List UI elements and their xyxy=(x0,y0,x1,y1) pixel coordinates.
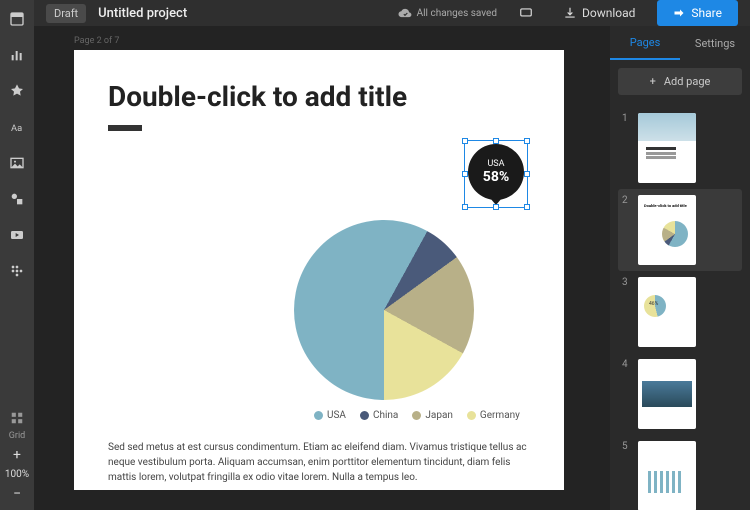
thumb-number: 5 xyxy=(622,441,630,452)
tab-settings[interactable]: Settings xyxy=(680,26,750,60)
selection-outline xyxy=(464,140,528,208)
page-indicator: Page 2 of 7 xyxy=(74,36,590,46)
page-title[interactable]: Double-click to add title xyxy=(108,80,530,113)
pie-legend: USA China Japan Germany xyxy=(314,410,520,421)
legend-item: USA xyxy=(314,410,346,421)
draft-badge: Draft xyxy=(46,4,86,23)
title-rule xyxy=(108,125,142,131)
canvas[interactable]: Page 2 of 7 Double-click to add title US… xyxy=(34,26,610,510)
plus-icon: + xyxy=(650,75,656,88)
right-panel: Pages Settings + Add page 1 2 Double-cli… xyxy=(610,26,750,510)
map-icon[interactable] xyxy=(8,82,26,100)
grid-icon[interactable] xyxy=(10,411,24,425)
page-thumbnails: 1 2 Double-click to add title 3 4 5 xyxy=(610,103,750,510)
thumb-number: 3 xyxy=(622,277,630,288)
tab-pages[interactable]: Pages xyxy=(610,26,680,60)
shapes-icon[interactable] xyxy=(8,190,26,208)
tool-rail: Aa Grid + 100% − xyxy=(0,0,34,510)
present-button[interactable] xyxy=(511,1,541,25)
templates-icon[interactable] xyxy=(8,10,26,28)
svg-text:Aa: Aa xyxy=(11,123,22,134)
text-icon[interactable]: Aa xyxy=(8,118,26,136)
thumb-number: 4 xyxy=(622,359,630,370)
page-thumb[interactable]: 2 Double-click to add title xyxy=(618,189,742,271)
page[interactable]: Double-click to add title USA 58% US xyxy=(74,50,564,490)
page-thumb[interactable]: 1 xyxy=(618,107,742,189)
download-button[interactable]: Download xyxy=(555,1,643,25)
chart-icon[interactable] xyxy=(8,46,26,64)
legend-item: China xyxy=(360,410,398,421)
project-title[interactable]: Untitled project xyxy=(98,6,187,21)
thumb-number: 2 xyxy=(622,195,630,206)
grid-label: Grid xyxy=(9,431,25,441)
thumb-number: 1 xyxy=(622,113,630,124)
more-icon[interactable] xyxy=(8,262,26,280)
pie-chart[interactable] xyxy=(294,220,474,400)
share-button[interactable]: Share xyxy=(657,0,738,26)
page-thumb[interactable]: 4 xyxy=(618,353,742,435)
zoom-level[interactable]: 100% xyxy=(5,469,29,480)
zoom-in-button[interactable]: + xyxy=(13,447,21,463)
image-icon[interactable] xyxy=(8,154,26,172)
page-thumb[interactable]: 5 xyxy=(618,435,742,510)
zoom-out-button[interactable]: − xyxy=(13,486,21,502)
video-icon[interactable] xyxy=(8,226,26,244)
legend-item: Japan xyxy=(412,410,453,421)
legend-item: Germany xyxy=(467,410,520,421)
add-page-button[interactable]: + Add page xyxy=(618,68,742,95)
body-text[interactable]: Sed sed metus at est cursus condimentum.… xyxy=(108,440,530,485)
topbar: Draft Untitled project All changes saved… xyxy=(34,0,750,26)
page-thumb[interactable]: 3 xyxy=(618,271,742,353)
save-status: All changes saved xyxy=(398,6,497,20)
callout-bubble[interactable]: USA 58% xyxy=(468,144,524,200)
